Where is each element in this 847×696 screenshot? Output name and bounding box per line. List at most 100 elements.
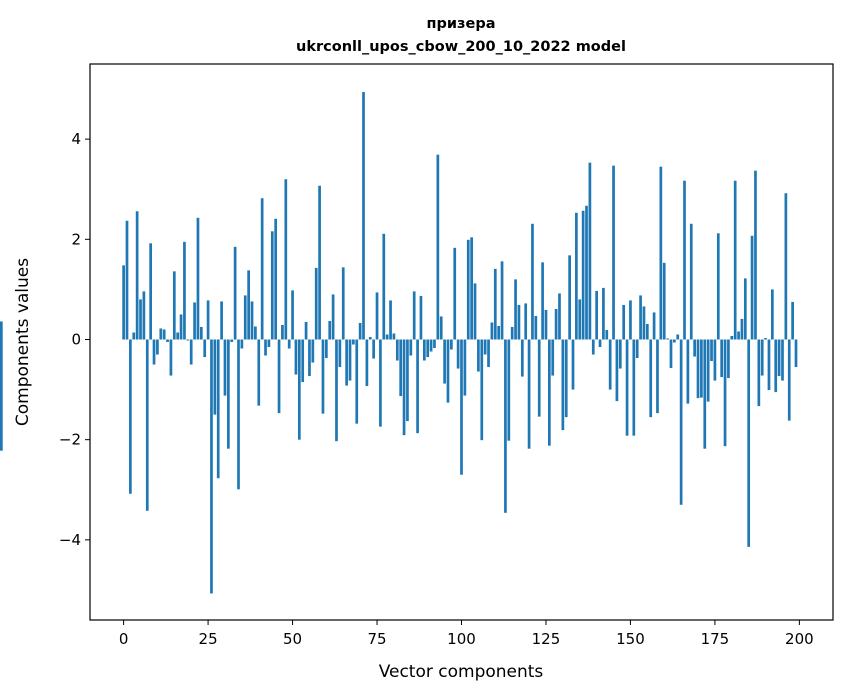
bar bbox=[456, 339, 460, 369]
bar bbox=[463, 339, 467, 396]
bar bbox=[331, 294, 335, 340]
bar bbox=[399, 339, 403, 397]
bar bbox=[510, 326, 514, 340]
x-axis-label: Vector components bbox=[379, 662, 544, 682]
bar bbox=[683, 180, 686, 340]
bar bbox=[385, 334, 389, 340]
bar bbox=[632, 339, 636, 436]
bar bbox=[362, 92, 365, 340]
chart-subtitle: ukrconll_upos_cbow_200_10_2022 model bbox=[296, 39, 626, 55]
y-tick-label: 0 bbox=[71, 330, 81, 348]
bar bbox=[149, 243, 153, 340]
bar bbox=[297, 339, 301, 440]
chart-title: призера bbox=[427, 16, 496, 32]
bar bbox=[537, 339, 541, 417]
bar bbox=[781, 339, 784, 381]
bar bbox=[129, 339, 132, 494]
bar bbox=[689, 223, 693, 340]
bar bbox=[720, 339, 724, 378]
bar bbox=[159, 328, 163, 340]
bar bbox=[368, 336, 372, 340]
bar bbox=[453, 247, 457, 340]
bar bbox=[183, 241, 186, 340]
bar bbox=[679, 339, 683, 505]
bar bbox=[774, 339, 778, 393]
bar bbox=[791, 301, 794, 340]
bar bbox=[591, 339, 595, 355]
x-tick-label: 200 bbox=[785, 630, 814, 648]
bar bbox=[713, 339, 717, 381]
bar bbox=[652, 312, 656, 340]
bar bbox=[389, 300, 392, 340]
bar bbox=[267, 339, 271, 348]
bar bbox=[358, 322, 362, 340]
x-tick-label: 100 bbox=[447, 630, 476, 648]
bar bbox=[166, 339, 169, 342]
bar bbox=[581, 210, 585, 340]
bar bbox=[531, 223, 534, 340]
bar bbox=[747, 339, 751, 547]
bar bbox=[392, 333, 396, 340]
y-axis-label: Components values bbox=[13, 258, 33, 426]
bar bbox=[132, 332, 136, 340]
bar bbox=[179, 314, 183, 340]
y-axis: −4 −2 0 2 4 bbox=[59, 130, 90, 549]
bar bbox=[433, 339, 436, 349]
bar bbox=[264, 339, 267, 356]
bar bbox=[642, 306, 646, 340]
bar bbox=[379, 339, 382, 427]
bar bbox=[308, 339, 311, 377]
bar bbox=[247, 270, 250, 340]
bar bbox=[213, 339, 217, 415]
bar bbox=[338, 339, 342, 368]
bar bbox=[784, 193, 788, 340]
bar bbox=[304, 321, 308, 340]
bar bbox=[172, 271, 176, 340]
bar bbox=[220, 301, 223, 340]
bar bbox=[416, 339, 419, 434]
bar bbox=[595, 290, 599, 340]
bar bbox=[240, 339, 244, 349]
bar bbox=[737, 331, 740, 340]
bar bbox=[402, 339, 406, 436]
bar bbox=[422, 339, 426, 361]
bar bbox=[605, 329, 609, 340]
bar bbox=[254, 326, 257, 340]
bar bbox=[429, 339, 433, 352]
bar bbox=[348, 339, 352, 381]
bar bbox=[260, 198, 264, 340]
bar bbox=[618, 339, 622, 369]
bar bbox=[227, 339, 230, 449]
bar bbox=[210, 339, 213, 594]
x-tick-label: 175 bbox=[701, 630, 730, 648]
x-tick-label: 50 bbox=[283, 630, 302, 648]
y-tick-label: −4 bbox=[59, 531, 81, 549]
y-tick-label: 4 bbox=[71, 130, 81, 148]
bar bbox=[693, 339, 696, 357]
bar bbox=[673, 339, 676, 343]
bar bbox=[287, 339, 291, 349]
bar bbox=[625, 339, 629, 436]
bar bbox=[203, 339, 207, 358]
bar bbox=[703, 339, 707, 449]
bar bbox=[311, 339, 315, 363]
bar bbox=[355, 339, 359, 424]
bar bbox=[450, 339, 453, 350]
bar bbox=[649, 339, 653, 418]
bar bbox=[443, 339, 446, 384]
bar bbox=[372, 339, 376, 359]
bar bbox=[375, 292, 379, 340]
x-tick-label: 125 bbox=[532, 630, 561, 648]
bar bbox=[743, 278, 747, 340]
bar bbox=[787, 339, 791, 421]
bar bbox=[598, 339, 602, 348]
bar bbox=[561, 339, 565, 431]
bar bbox=[733, 180, 737, 340]
bar bbox=[659, 166, 663, 340]
bar bbox=[568, 255, 571, 340]
bar bbox=[406, 339, 409, 422]
bar bbox=[575, 212, 578, 340]
bar bbox=[602, 287, 605, 340]
bar bbox=[243, 295, 247, 340]
bar bbox=[656, 339, 659, 414]
